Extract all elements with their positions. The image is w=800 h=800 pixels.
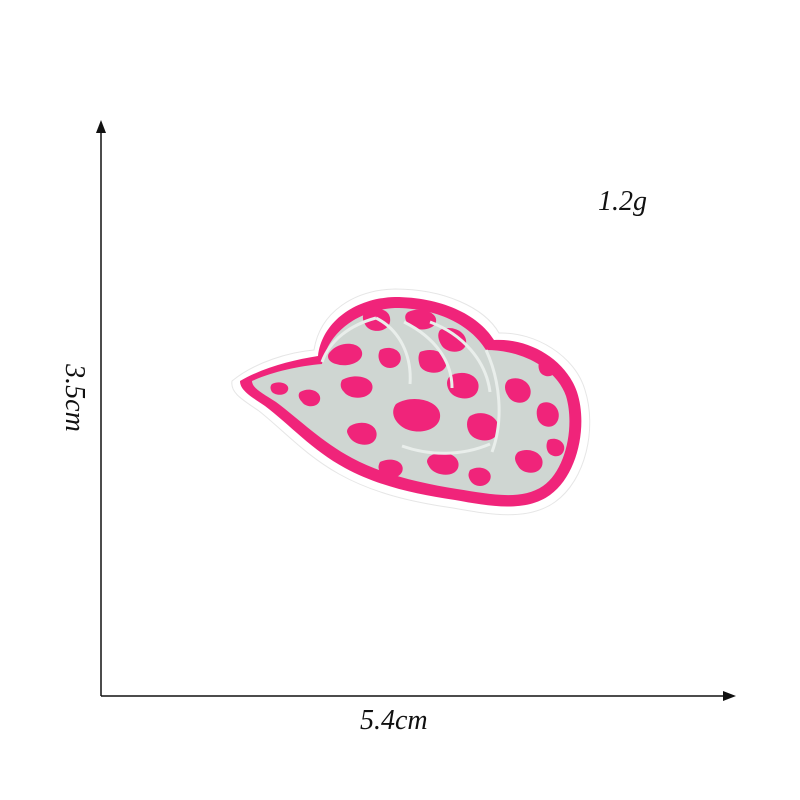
height-label: 3.5cm (59, 364, 90, 432)
crown-seams (320, 316, 501, 455)
up-arrow-icon (96, 120, 106, 133)
right-arrow-icon (723, 691, 736, 701)
width-label: 5.4cm (360, 705, 428, 736)
weight-label: 1.2g (598, 186, 647, 217)
leopard-spots (270, 308, 565, 486)
